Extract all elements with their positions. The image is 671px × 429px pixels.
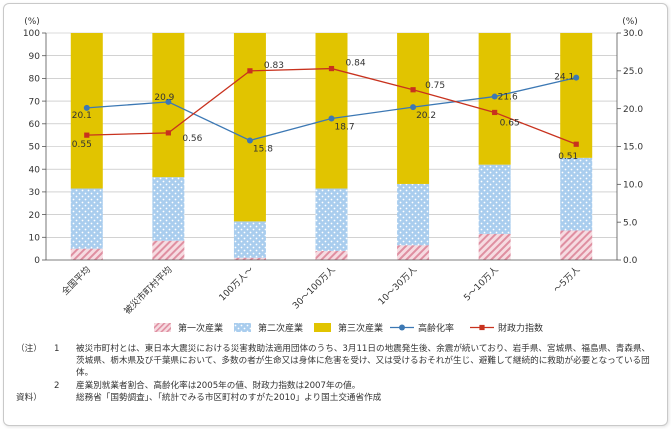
fiscal-index-marker [573,141,579,147]
label-layer: 20.1 20.9 15.8 18.7 20.2 21.6 24.1 0.55 0.56 0.83… [72,59,578,163]
aging-rate-data-label: 15.8 [253,144,273,154]
fiscal-index-marker [328,65,335,72]
aging-rate-marker [83,104,90,111]
source-label: 資料） [16,392,42,403]
legend-aging-label: 高齢化率 [418,322,454,334]
bar-secondary-industry [397,183,430,246]
aging-rate-marker [328,115,335,122]
right-tick-label: 20.0 [623,105,643,115]
bar-tertiary-industry [560,33,593,158]
bar-secondary-industry [70,188,103,249]
left-axis-unit: (%) [24,17,40,27]
legend-primary-label: 第一次産業 [178,322,223,334]
bar-secondary-industry [315,188,348,251]
aging-rate-data-label: 20.9 [154,93,174,103]
category-label: 全国平均 [59,264,93,298]
left-tick-label: 20 [29,211,41,221]
note-2-number: 2 [54,380,60,391]
legend-tertiary-swatch [314,323,331,332]
aging-rate-data-label: 18.7 [335,123,355,133]
category-label: 30～100万人 [290,264,337,311]
source-note: 資料） 総務省「国勢調査」、「統計でみる市区町村のすがた2010」より国土交通省… [16,392,656,404]
legend-secondary-label: 第二次産業 [258,322,303,334]
note-2-text: 産業別就業者割合、高齢化率は2005年の値、財政力指数は2007年の値。 [76,380,361,391]
right-tick-label: 0.0 [623,256,638,266]
bar-primary-industry [233,257,266,260]
bar-secondary-industry [152,177,185,241]
bar-primary-industry [315,250,348,260]
legend-aging-swatch-marker [399,324,405,331]
bar-primary-industry [478,233,511,260]
aging-rate-marker [246,137,253,144]
left-tick-label: 70 [29,97,41,107]
left-tick-label: 100 [23,29,40,39]
left-tick-label: 50 [29,143,41,153]
legend-fiscal-label: 財政力指数 [498,322,543,334]
category-label: 被災市町村平均 [121,264,174,317]
fiscal-index-data-label: 0.55 [72,140,92,150]
category-label: 5～10万人 [462,264,501,303]
aging-rate-data-label: 20.1 [72,111,92,121]
left-tick-label: 60 [29,120,41,130]
right-tick-label: 10.0 [623,181,643,191]
left-tick-label: 90 [29,52,41,62]
fiscal-index-data-label: 0.84 [346,59,366,69]
fiscal-index-marker [410,87,416,93]
aging-rate-marker [410,104,417,111]
right-tick-label: 15.0 [623,143,643,153]
bar-tertiary-industry [152,33,185,178]
legend: 第一次産業 第二次産業 第三次産業 高齢化率 財政力指数 [154,322,543,334]
bar-tertiary-industry [315,33,348,189]
fiscal-index-data-label: 0.65 [500,118,520,128]
right-tick-label: 30.0 [623,29,643,39]
note-1-text: 被災市町村とは、東日本大震災における災害救助法適用団体のうち、3月11日の地震発… [76,344,651,379]
category-label: ～5万人 [551,264,582,295]
fiscal-index-data-label: 0.56 [182,134,202,144]
aging-rate-data-label: 21.6 [498,93,518,103]
aging-rate-marker [165,98,172,105]
note-1: （注） 1 被災市町村とは、東日本大震災における災害救助法適用団体のうち、3月1… [16,343,656,380]
right-tick-label: 25.0 [623,67,643,77]
bar-secondary-industry [233,221,266,258]
note-2: 2 産業別就業者割合、高齢化率は2005年の値、財政力指数は2007年の値。 [16,380,656,392]
left-tick-label: 30 [29,188,41,198]
legend-primary-swatch [154,323,171,332]
bar-primary-industry [70,248,103,260]
notes: （注） 1 被災市町村とは、東日本大震災における災害救助法適用団体のうち、3月1… [16,343,656,404]
fiscal-index-marker [165,130,171,136]
aging-rate-marker [573,74,580,81]
right-axis-unit: (%) [622,17,638,27]
bar-secondary-industry [478,164,511,234]
bar-tertiary-industry [233,33,266,222]
bar-primary-industry [152,240,185,260]
left-tick-label: 10 [29,234,41,244]
aging-rate-data-label: 24.1 [554,73,574,83]
source-text: 総務省「国勢調査」、「統計でみる市区町村のすがた2010」より国土交通省作成 [76,392,382,403]
bar-primary-industry [397,245,430,260]
category-label: 10～30万人 [376,264,419,307]
bar-layer [70,33,593,260]
line-layer [83,65,580,147]
fiscal-index-marker [84,132,90,138]
fiscal-index-marker [492,109,498,116]
aging-rate-marker [491,93,498,100]
legend-tertiary-label: 第三次産業 [338,322,383,334]
left-tick-label: 80 [29,75,41,85]
left-tick-label: 40 [29,165,41,175]
chart: (%) (%) 20.1 20.9 15.8 18.7 20.2 21.6 24.1 0.55… [23,17,644,334]
bar-secondary-industry [560,157,593,231]
aging-rate-data-label: 20.2 [416,111,436,121]
notes-label: （注） [16,344,42,354]
note-1-number: 1 [54,344,60,354]
right-tick-label: 5.0 [623,218,638,228]
legend-secondary-swatch [234,323,251,332]
category-label: 100万人～ [217,264,256,303]
left-tick-label: 0 [34,256,40,266]
fiscal-index-marker [247,68,253,74]
legend-fiscal-swatch-marker [479,324,485,331]
bar-primary-industry [560,230,593,260]
fiscal-index-data-label: 0.83 [264,61,284,71]
fiscal-index-data-label: 0.75 [425,81,445,91]
fiscal-index-data-label: 0.51 [558,152,578,162]
